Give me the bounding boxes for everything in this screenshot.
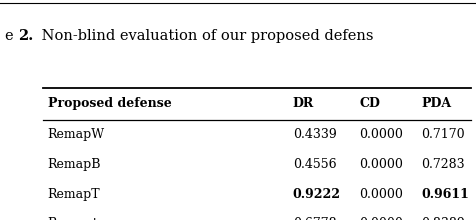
Text: 0.4556: 0.4556 [293, 158, 337, 171]
Text: 0.0000: 0.0000 [359, 158, 403, 171]
Text: 0.7170: 0.7170 [421, 128, 465, 141]
Text: RemapB: RemapB [48, 158, 101, 171]
Text: RemapT: RemapT [48, 188, 100, 201]
Text: Proposed defense: Proposed defense [48, 97, 171, 110]
Text: 0.4339: 0.4339 [293, 128, 337, 141]
Text: RemapW: RemapW [48, 128, 105, 141]
Text: Reconst: Reconst [48, 217, 99, 220]
Text: 2.: 2. [18, 29, 33, 43]
Text: PDA: PDA [421, 97, 451, 110]
Text: Non-blind evaluation of our proposed defens: Non-blind evaluation of our proposed def… [37, 29, 374, 43]
Text: 0.0000: 0.0000 [359, 188, 403, 201]
Text: 0.8389: 0.8389 [421, 217, 465, 220]
Text: 0.9222: 0.9222 [293, 188, 341, 201]
Text: 0.6778: 0.6778 [293, 217, 337, 220]
Text: CD: CD [359, 97, 380, 110]
Text: 0.9611: 0.9611 [421, 188, 469, 201]
Text: e: e [5, 29, 18, 43]
Text: DR: DR [293, 97, 314, 110]
Text: 0.7283: 0.7283 [421, 158, 465, 171]
Text: 0.0000: 0.0000 [359, 217, 403, 220]
Text: 0.0000: 0.0000 [359, 128, 403, 141]
